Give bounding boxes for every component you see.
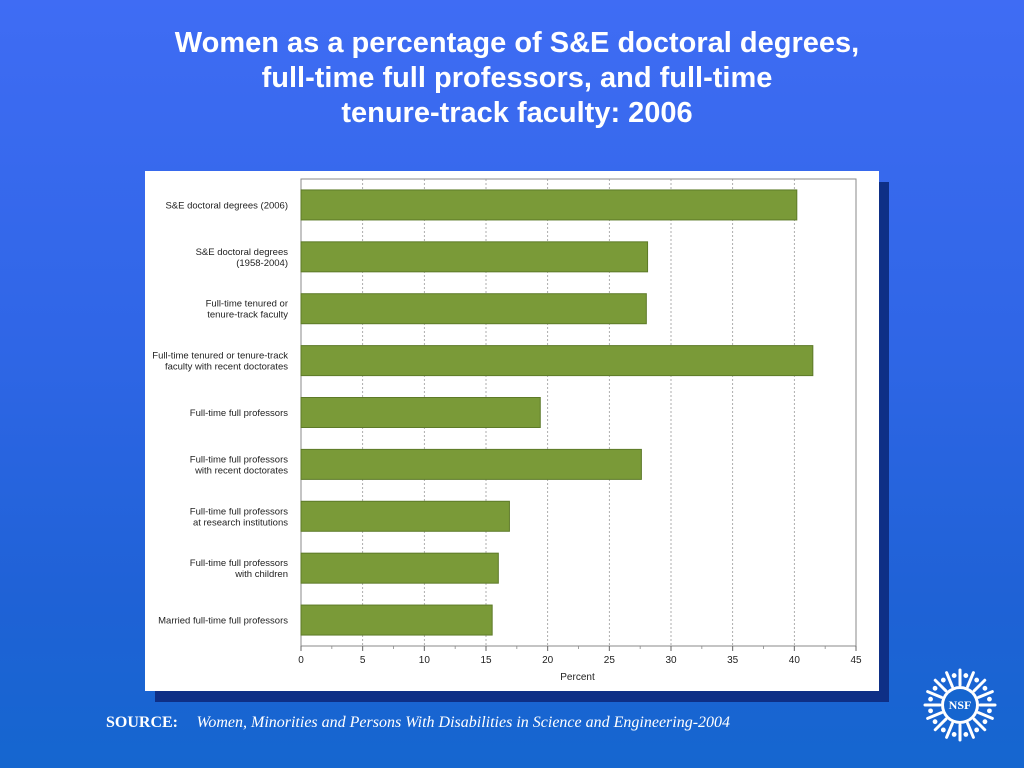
category-label: with children	[234, 569, 288, 580]
x-tick-label: 10	[419, 655, 431, 666]
x-tick-label: 0	[298, 655, 304, 666]
category-label: Married full-time full professors	[158, 616, 288, 627]
bar	[300, 293, 647, 325]
bar	[300, 604, 493, 636]
bar	[300, 397, 541, 428]
bar-chart: S&E doctoral degrees (2006) S&E doctoral …	[152, 178, 862, 683]
x-tick-label: 40	[789, 655, 801, 666]
x-tick-label: 35	[727, 655, 739, 666]
category-label: tenure-track faculty	[207, 310, 288, 321]
chart-panel: S&E doctoral degrees (2006) S&E doctoral …	[145, 171, 879, 691]
x-tick-label: 45	[850, 655, 862, 666]
x-tick-label: 5	[360, 655, 366, 666]
bar	[300, 189, 798, 221]
category-label: faculty with recent doctorates	[165, 362, 288, 373]
bar	[300, 552, 499, 584]
category-label: Full-time full professors	[190, 408, 288, 419]
nsf-logo-text: NSF	[949, 698, 972, 712]
title-line-2: full-time full professors, and full-time	[261, 62, 773, 94]
bar	[300, 448, 642, 480]
title-line-1: Women as a percentage of S&E doctoral de…	[174, 27, 860, 59]
category-label: Full-time tenured or tenure-track	[152, 351, 288, 362]
nsf-seal-icon: NSF	[923, 668, 997, 742]
category-label: Full-time full professors	[190, 454, 288, 465]
source-note: SOURCE: Women, Minorities and Persons Wi…	[106, 714, 730, 732]
slide-title: Women as a percentage of S&E doctoral de…	[0, 26, 1024, 131]
category-label: Full-time tenured or	[206, 299, 288, 310]
source-label: SOURCE:	[106, 714, 179, 731]
category-label: Full-time full professors	[190, 558, 288, 569]
category-label: S&E doctoral degrees	[196, 247, 289, 258]
category-label: (1958-2004)	[236, 258, 288, 269]
x-tick-label: 15	[480, 655, 492, 666]
category-label: with recent doctorates	[194, 465, 288, 476]
title-line-3: tenure-track faculty: 2006	[341, 97, 693, 129]
x-tick-label: 20	[542, 655, 554, 666]
category-label: Full-time full professors	[190, 506, 288, 517]
x-tick-label: 25	[604, 655, 616, 666]
x-axis-title: Percent	[560, 672, 595, 683]
x-tick-label: 30	[665, 655, 677, 666]
category-label: S&E doctoral degrees (2006)	[165, 200, 288, 211]
bar	[300, 500, 510, 532]
source-citation: Women, Minorities and Persons With Disab…	[196, 714, 731, 731]
bar	[300, 241, 649, 273]
bar	[300, 345, 814, 377]
category-label: at research institutions	[193, 517, 288, 528]
